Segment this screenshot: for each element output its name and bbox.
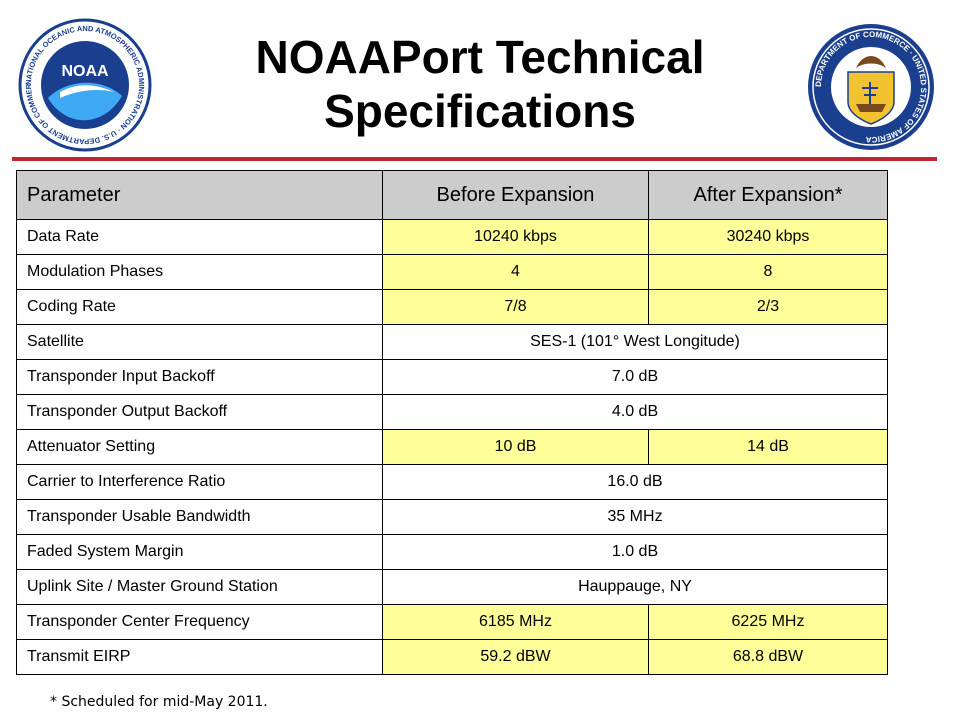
table-row: Transponder Center Frequency 6185 MHz 62… <box>16 604 888 640</box>
table-row: Transmit EIRP 59.2 dBW 68.8 dBW <box>16 639 888 675</box>
table-row: Transponder Input Backoff 7.0 dB <box>16 359 888 395</box>
row-shared-value: SES-1 (101° West Longitude) <box>382 324 888 360</box>
row-before-value: 10240 kbps <box>382 219 649 255</box>
row-parameter: Data Rate <box>16 219 383 255</box>
table-row: Transponder Usable Bandwidth 35 MHz <box>16 499 888 535</box>
header-before-expansion: Before Expansion <box>382 170 649 220</box>
title-rule <box>12 157 937 161</box>
row-before-value: 7/8 <box>382 289 649 325</box>
title-line-2: Specifications <box>324 85 636 137</box>
row-parameter: Coding Rate <box>16 289 383 325</box>
row-after-value: 8 <box>648 254 888 290</box>
row-parameter: Satellite <box>16 324 383 360</box>
table-row: Attenuator Setting 10 dB 14 dB <box>16 429 888 465</box>
row-before-value: 6185 MHz <box>382 604 649 640</box>
title-line-1: NOAAPort Technical <box>255 31 705 83</box>
row-shared-value: 7.0 dB <box>382 359 888 395</box>
row-parameter: Attenuator Setting <box>16 429 383 465</box>
row-before-value: 59.2 dBW <box>382 639 649 675</box>
row-parameter: Transmit EIRP <box>16 639 383 675</box>
row-parameter: Carrier to Interference Ratio <box>16 464 383 500</box>
table-row: Transponder Output Backoff 4.0 dB <box>16 394 888 430</box>
row-shared-value: 16.0 dB <box>382 464 888 500</box>
table-row: Carrier to Interference Ratio 16.0 dB <box>16 464 888 500</box>
row-parameter: Transponder Output Backoff <box>16 394 383 430</box>
row-parameter: Transponder Center Frequency <box>16 604 383 640</box>
row-before-value: 10 dB <box>382 429 649 465</box>
row-after-value: 2/3 <box>648 289 888 325</box>
row-parameter: Modulation Phases <box>16 254 383 290</box>
row-parameter: Transponder Usable Bandwidth <box>16 499 383 535</box>
department-of-commerce-seal: DEPARTMENT OF COMMERCE · UNITED STATES O… <box>808 24 934 150</box>
row-after-value: 14 dB <box>648 429 888 465</box>
row-parameter: Faded System Margin <box>16 534 383 570</box>
specs-table: Parameter Before Expansion After Expansi… <box>16 170 888 675</box>
noaa-logo: NOAA NATIONAL OCEANIC AND ATMOSPHERIC AD… <box>18 18 152 152</box>
table-row: Data Rate 10240 kbps 30240 kbps <box>16 219 888 255</box>
table-row: Satellite SES-1 (101° West Longitude) <box>16 324 888 360</box>
noaa-logo-text: NOAA <box>61 63 109 80</box>
footnote: * Scheduled for mid-May 2011. <box>50 694 268 710</box>
header-after-expansion: After Expansion* <box>648 170 888 220</box>
row-parameter: Transponder Input Backoff <box>16 359 383 395</box>
table-row: Faded System Margin 1.0 dB <box>16 534 888 570</box>
page-title: NOAAPort Technical Specifications <box>160 30 800 138</box>
row-shared-value: Hauppauge, NY <box>382 569 888 605</box>
table-row: Coding Rate 7/8 2/3 <box>16 289 888 325</box>
row-shared-value: 35 MHz <box>382 499 888 535</box>
row-shared-value: 1.0 dB <box>382 534 888 570</box>
table-row: Uplink Site / Master Ground Station Haup… <box>16 569 888 605</box>
row-before-value: 4 <box>382 254 649 290</box>
table-row: Modulation Phases 4 8 <box>16 254 888 290</box>
table-header-row: Parameter Before Expansion After Expansi… <box>16 170 888 220</box>
row-shared-value: 4.0 dB <box>382 394 888 430</box>
row-after-value: 68.8 dBW <box>648 639 888 675</box>
row-after-value: 6225 MHz <box>648 604 888 640</box>
row-parameter: Uplink Site / Master Ground Station <box>16 569 383 605</box>
header-parameter: Parameter <box>16 170 383 220</box>
row-after-value: 30240 kbps <box>648 219 888 255</box>
